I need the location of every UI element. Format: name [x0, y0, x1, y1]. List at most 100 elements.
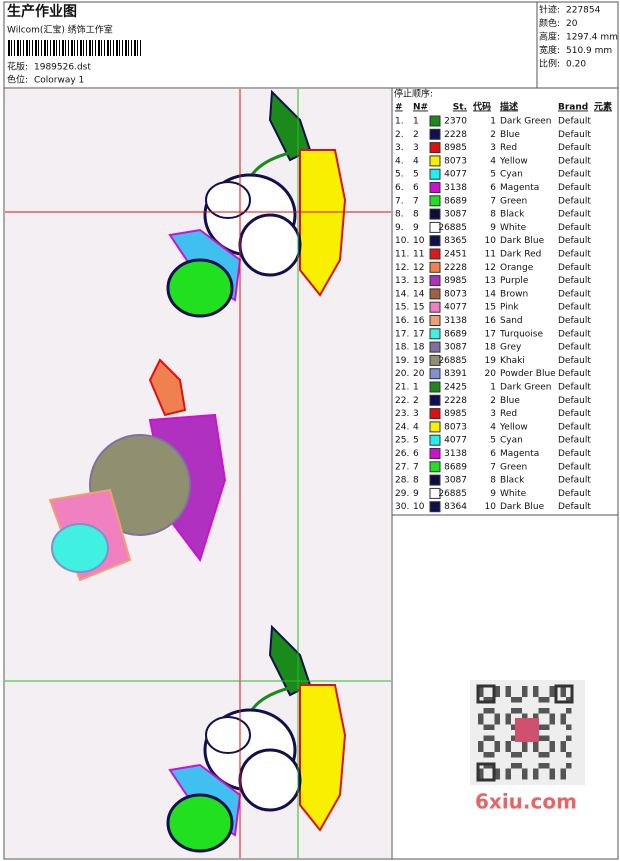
needle: 15: [413, 303, 424, 313]
stitches: 8689: [444, 329, 467, 339]
qr-code: [470, 680, 585, 785]
stat-label: 高度:: [539, 31, 560, 43]
pattern: 1989526.dst: [34, 63, 91, 73]
qr-cell: [566, 735, 572, 741]
qr-cell: [489, 724, 495, 730]
qr-cell: [489, 735, 495, 741]
qr-cell: [511, 708, 517, 714]
qr-cell: [478, 691, 484, 697]
needle: 2: [413, 396, 419, 406]
needle: 14: [413, 289, 425, 299]
brand: Default: [558, 369, 591, 379]
description: White: [500, 223, 527, 233]
qr-cell: [478, 713, 484, 719]
bar-stripe: [74, 40, 75, 56]
qr-cell: [478, 768, 484, 774]
row-index: 25.: [395, 436, 409, 446]
bar-stripe: [14, 40, 15, 56]
brand: Default: [558, 263, 591, 273]
description: Orange: [500, 263, 534, 273]
qr-cell: [549, 713, 555, 719]
brand: Default: [558, 462, 591, 472]
row-index: 23.: [395, 409, 409, 419]
qr-cell: [533, 774, 539, 780]
bar-stripe: [77, 40, 78, 56]
bar-stripe: [125, 40, 127, 56]
color-swatch: [429, 421, 441, 433]
qr-cell: [522, 768, 528, 774]
bar-stripe: [101, 40, 102, 56]
qr-cell: [544, 735, 550, 741]
needle: 9: [413, 489, 419, 499]
brand: Default: [558, 316, 591, 326]
stitches: 3087: [444, 343, 467, 353]
qr-cell: [489, 763, 495, 769]
flower-cluster: [166, 89, 347, 318]
qr-cell: [566, 763, 572, 769]
needle: 13: [413, 276, 424, 286]
needle: 10: [413, 236, 425, 246]
bar-stripe: [122, 40, 123, 56]
row-index: 22.: [395, 396, 409, 406]
bar-stripe: [98, 40, 100, 56]
bar-stripe: [110, 40, 111, 56]
color-swatch: [429, 354, 441, 366]
stitches: 4077: [444, 436, 467, 446]
qr-cell: [505, 719, 511, 725]
bar-stripe: [71, 40, 73, 56]
row-index: 24.: [395, 422, 409, 432]
row-index: 2.: [395, 130, 404, 140]
row-index: 1.: [395, 117, 404, 127]
qr-cell: [494, 691, 500, 697]
description: Grey: [500, 343, 522, 353]
qr-cell: [522, 691, 528, 697]
qr-cell: [511, 697, 517, 703]
bar-stripe: [65, 40, 66, 56]
color-swatch: [429, 368, 441, 380]
qr-cell: [538, 708, 544, 714]
needle: 6: [413, 183, 419, 193]
brand: Default: [558, 489, 591, 499]
row-index: 18.: [395, 343, 409, 353]
brand: Default: [558, 356, 591, 366]
bar-stripe: [95, 40, 96, 56]
qr-cell: [533, 741, 539, 747]
stitches: 2425: [444, 383, 467, 393]
bar-stripe: [53, 40, 55, 56]
qr-cell: [566, 752, 572, 758]
qr-cell: [478, 774, 484, 780]
qr-cell: [549, 691, 555, 697]
qr-cell: [483, 724, 489, 730]
color-swatch: [429, 474, 441, 486]
qr-cell: [478, 719, 484, 725]
brand: Default: [558, 170, 591, 180]
stat-value: 510.9 mm: [566, 46, 612, 56]
row-index: 17.: [395, 329, 409, 339]
row-index: 21.: [395, 383, 409, 393]
code: 6: [490, 449, 496, 459]
description: Yellow: [499, 422, 528, 432]
column-header: 元素: [594, 101, 612, 113]
row-index: 20.: [395, 369, 409, 379]
code: 14: [485, 289, 497, 299]
bar-stripe: [44, 40, 46, 56]
qr-cell: [494, 746, 500, 752]
row-index: 4.: [395, 156, 404, 166]
qr-cell: [489, 708, 495, 714]
qr-cell: [538, 697, 544, 703]
color-swatch: [429, 434, 441, 446]
code: 8: [490, 476, 496, 486]
row-index: 5.: [395, 170, 404, 180]
description: Dark Red: [500, 250, 541, 260]
column-header: 描述: [500, 101, 518, 113]
qr-cell: [489, 697, 495, 703]
stitches: 8364: [444, 502, 467, 512]
needle: 16: [413, 316, 425, 326]
needle: 7: [413, 462, 419, 472]
color-swatch: [429, 315, 441, 326]
qr-cell: [549, 768, 555, 774]
code: 2: [490, 396, 496, 406]
color-swatch: [429, 168, 441, 180]
brand: Default: [558, 156, 591, 166]
bar-stripe: [107, 40, 109, 56]
